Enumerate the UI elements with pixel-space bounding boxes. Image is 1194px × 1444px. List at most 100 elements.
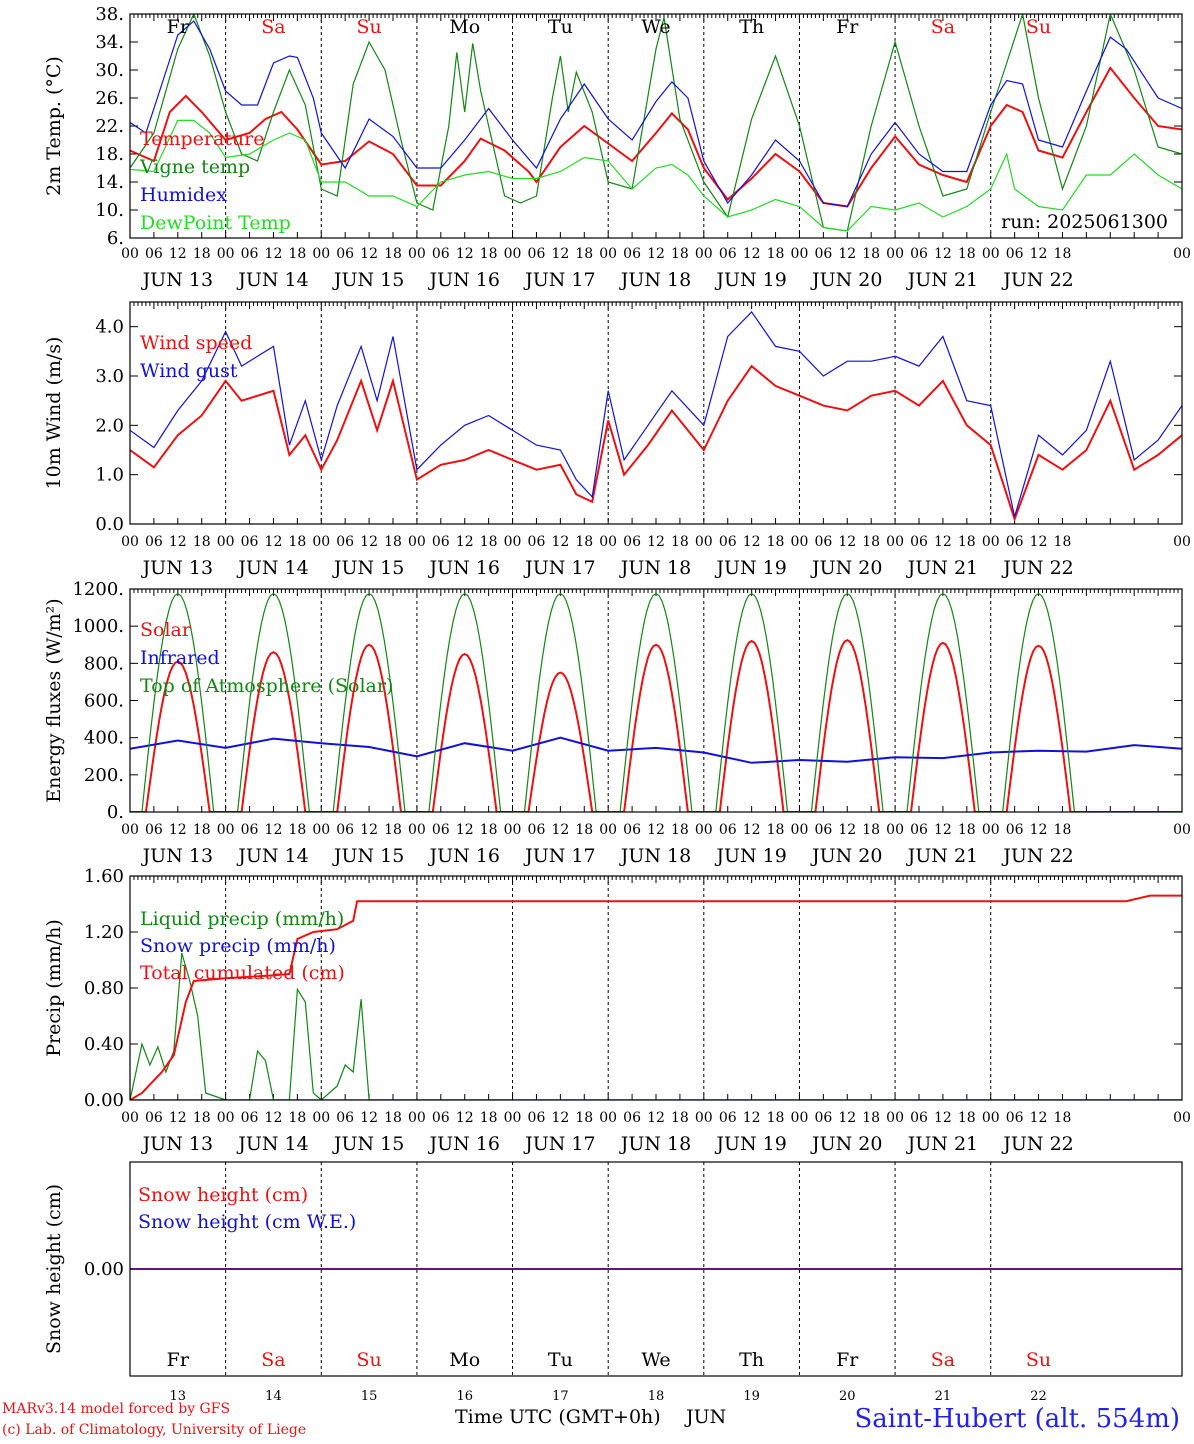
legend-entry: Total cumulated (cm) [140, 962, 345, 984]
x-hour-label: 00 [217, 822, 235, 838]
x-hour-label: 00 [217, 1110, 235, 1126]
x-date-label: JUN 16 [427, 557, 499, 579]
x-hour-label: 12 [456, 1110, 474, 1126]
x-hour-label: 00 [312, 1110, 330, 1126]
x-hour-label: 06 [814, 822, 832, 838]
x-hour-label: 12 [743, 246, 761, 262]
y-tick-label: 14. [95, 172, 124, 193]
x-hour-label: 18 [575, 246, 593, 262]
x-date-label: JUN 18 [619, 1133, 691, 1155]
y-axis-label: 10m Wind (m/s) [43, 337, 65, 490]
x-hour-label: 12 [647, 534, 665, 550]
x-hour-label: 06 [719, 822, 737, 838]
day-number-label: 22 [1030, 1389, 1047, 1404]
x-hour-label: 00 [121, 246, 139, 262]
day-of-week-label: Tu [548, 1349, 573, 1371]
day-of-week-label: Mo [449, 1349, 480, 1371]
y-tick-label: 10. [95, 200, 124, 221]
x-hour-label: 06 [432, 534, 450, 550]
x-date-label: JUN 20 [810, 845, 882, 867]
x-hour-label: 18 [480, 534, 498, 550]
x-hour-label: 12 [169, 246, 187, 262]
x-hour-label: 12 [743, 1110, 761, 1126]
x-hour-label: 12 [838, 1110, 856, 1126]
y-tick-label: 26. [95, 88, 124, 109]
x-hour-label: 18 [671, 1110, 689, 1126]
x-hour-label: 18 [862, 534, 880, 550]
x-hour-label: 18 [288, 822, 306, 838]
legend-entry: Snow precip (mm/h) [140, 935, 336, 957]
x-hour-label: 06 [336, 1110, 354, 1126]
x-date-label: JUN 15 [332, 1133, 404, 1155]
x-hour-label: 06 [432, 246, 450, 262]
x-hour-label: 00 [886, 822, 904, 838]
x-hour-label: 00 [982, 246, 1000, 262]
x-hour-label: 06 [241, 246, 259, 262]
day-of-week-label: Th [739, 1349, 764, 1371]
x-hour-label: 18 [480, 246, 498, 262]
x-hour-label: 12 [169, 1110, 187, 1126]
x-date-label: JUN 14 [236, 845, 308, 867]
x-hour-label: 00 [121, 534, 139, 550]
x-date-label: JUN 16 [427, 845, 499, 867]
day-of-week-label: Tu [548, 16, 573, 38]
y-tick-label: 30. [95, 60, 124, 81]
x-hour-label: 06 [623, 534, 641, 550]
legend-entry: Infrared [140, 647, 220, 669]
day-number-label: 13 [170, 1389, 187, 1404]
x-hour-label: 00 [791, 246, 809, 262]
x-hour-label: 06 [623, 246, 641, 262]
x-hour-label: 12 [647, 246, 665, 262]
legend-entry: DewPoint Temp [140, 212, 291, 234]
x-hour-label: 06 [910, 1110, 928, 1126]
day-number-label: 16 [456, 1389, 473, 1404]
legend-entry: Humidex [140, 184, 227, 206]
y-tick-label: 6. [107, 228, 124, 249]
y-axis-label: 2m Temp. (°C) [43, 56, 65, 196]
x-hour-label: 06 [910, 246, 928, 262]
x-hour-label: 12 [934, 534, 952, 550]
x-date-label: JUN 13 [141, 557, 213, 579]
x-hour-label: 12 [360, 246, 378, 262]
x-date-label: JUN 13 [141, 269, 213, 291]
x-hour-label: 18 [384, 534, 402, 550]
day-number-label: 14 [265, 1389, 282, 1404]
series-line-vigne-temp [130, 14, 1182, 232]
y-tick-label: 400. [84, 728, 124, 749]
legend-entry: Top of Atmosphere (Solar) [140, 675, 393, 697]
day-of-week-label: Fr [167, 16, 190, 38]
x-date-label: JUN 20 [810, 557, 882, 579]
x-hour-label: 00 [504, 822, 522, 838]
x-date-label: JUN 19 [714, 557, 786, 579]
x-hour-label: 12 [934, 246, 952, 262]
legend-entry: Snow height (cm W.E.) [138, 1211, 356, 1233]
x-date-label: JUN 20 [810, 269, 882, 291]
series-line-wind-gust [130, 310, 1182, 517]
x-hour-label: 12 [934, 822, 952, 838]
x-hour-label: 06 [1006, 822, 1024, 838]
x-hour-label: 12 [360, 822, 378, 838]
x-hour-label: 06 [145, 1110, 163, 1126]
day-number-label: 17 [552, 1389, 569, 1404]
y-tick-label: 1200. [72, 579, 124, 600]
x-hour-label: 18 [767, 534, 785, 550]
x-hour-label: 18 [288, 534, 306, 550]
day-of-week-label: Sa [931, 16, 955, 38]
x-date-label: JUN 18 [619, 557, 691, 579]
x-date-label: JUN 14 [236, 269, 308, 291]
y-tick-label: 18. [95, 144, 124, 165]
day-of-week-label: Sa [261, 1349, 285, 1371]
series-line-solar [130, 638, 1182, 812]
day-number-label: 19 [743, 1389, 760, 1404]
chart-panel-5: 0.00 Snow height (cm) Snow height (cm W.E.… [43, 1161, 1183, 1377]
x-hour-label: 00 [791, 534, 809, 550]
y-tick-label: 34. [95, 32, 124, 53]
x-hour-label: 06 [719, 246, 737, 262]
x-hour-label: 12 [169, 822, 187, 838]
series-line-dewpoint-temp [130, 119, 1182, 232]
x-date-label: JUN 17 [523, 557, 595, 579]
x-hour-label: 00 [312, 534, 330, 550]
x-hour-label: 12 [743, 822, 761, 838]
x-hour-label: 00 [695, 246, 713, 262]
x-date-label: JUN 14 [236, 1133, 308, 1155]
